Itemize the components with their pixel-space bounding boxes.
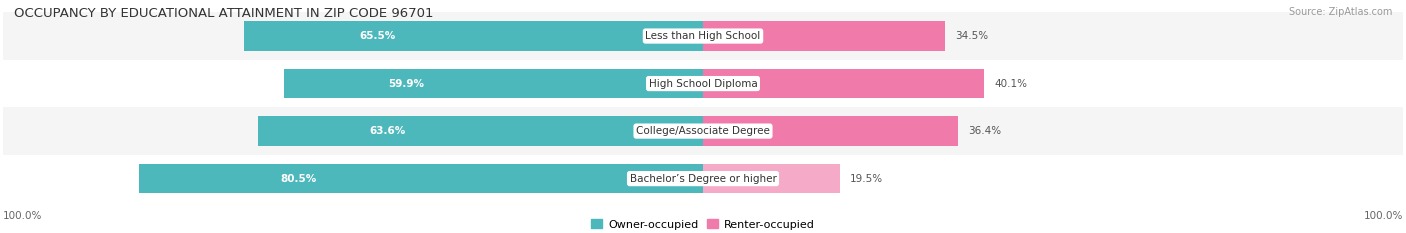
Text: 100.0%: 100.0% [3,211,42,221]
Bar [703,164,839,193]
Text: 100.0%: 100.0% [1364,211,1403,221]
Bar [139,164,703,193]
Text: 65.5%: 65.5% [359,31,395,41]
Bar [3,107,1403,155]
Text: Less than High School: Less than High School [645,31,761,41]
Text: 80.5%: 80.5% [280,174,316,184]
Text: Source: ZipAtlas.com: Source: ZipAtlas.com [1288,7,1392,17]
Text: College/Associate Degree: College/Associate Degree [636,126,770,136]
Bar [245,21,703,51]
Bar [703,116,957,146]
Bar [3,155,1403,202]
Legend: Owner-occupied, Renter-occupied: Owner-occupied, Renter-occupied [586,215,820,233]
Text: 40.1%: 40.1% [994,79,1028,89]
Bar [3,12,1403,60]
Bar [703,69,984,98]
Text: OCCUPANCY BY EDUCATIONAL ATTAINMENT IN ZIP CODE 96701: OCCUPANCY BY EDUCATIONAL ATTAINMENT IN Z… [14,7,433,20]
Text: 34.5%: 34.5% [955,31,988,41]
Text: High School Diploma: High School Diploma [648,79,758,89]
Text: 19.5%: 19.5% [851,174,883,184]
Text: 59.9%: 59.9% [388,79,425,89]
Bar [703,21,945,51]
Bar [284,69,703,98]
Bar [3,60,1403,107]
Text: Bachelor’s Degree or higher: Bachelor’s Degree or higher [630,174,776,184]
Text: 63.6%: 63.6% [368,126,405,136]
Text: 36.4%: 36.4% [969,126,1001,136]
Bar [257,116,703,146]
